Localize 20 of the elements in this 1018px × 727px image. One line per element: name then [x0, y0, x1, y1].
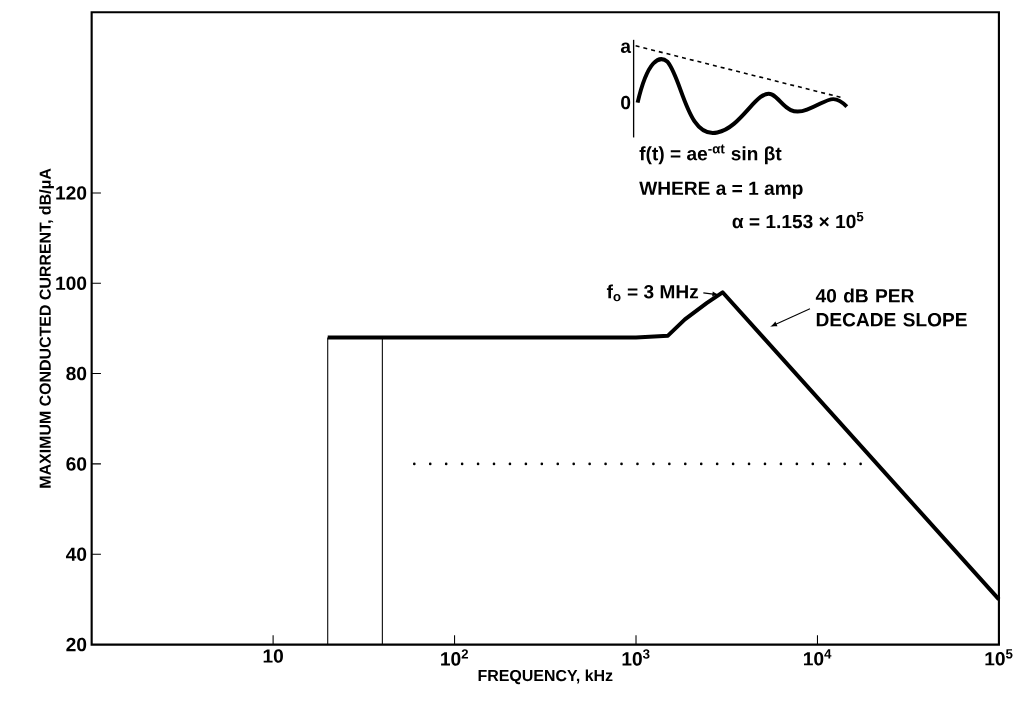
x-axis-title: FREQUENCY, kHz — [478, 669, 613, 685]
annotation: WHERE a = 1 amp — [639, 181, 803, 199]
annotation: a — [620, 42, 632, 53]
y-tick-label: 100 — [56, 276, 87, 290]
annotation: 40 dB PER DECADE SLOPE — [815, 288, 967, 327]
y-axis-title: MAXIMUM CONDUCTED CURRENT, dB/μA — [39, 168, 54, 488]
x-tick-label: 10$^{4}$ — [804, 649, 832, 666]
y-tick-label: 60 — [66, 457, 87, 471]
y-tick-label: 40 — [65, 547, 87, 561]
annotation: α = 1.153 × 10$^{5}$ — [732, 211, 864, 229]
annotation: 0 — [621, 95, 631, 110]
x-tick-label: 10$^{5}$ — [985, 649, 1013, 666]
y-tick-label: 80 — [66, 366, 87, 381]
x-tick-label: 10$^{3}$ — [622, 649, 650, 666]
x-tick-label: 10$^{2}$ — [441, 649, 469, 666]
annotation: f$_{o}$ = 3 MHz — [606, 284, 699, 302]
annotation: f(t) = ae$^{-αt}$ sin βt — [639, 144, 782, 165]
x-tick-label: 10 — [263, 649, 283, 663]
y-tick-label: 20 — [66, 637, 87, 652]
y-tick-label: 120 — [56, 186, 87, 200]
